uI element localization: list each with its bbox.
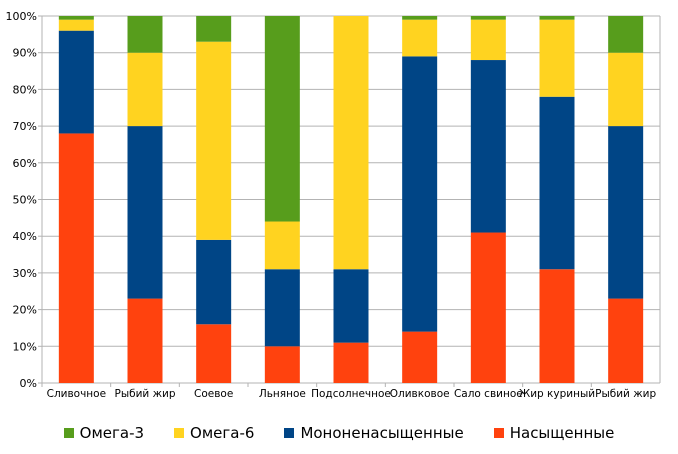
legend-item: Насыщенные [493,424,615,442]
y-tick-label: 60% [13,157,37,170]
legend-label: Насыщенные [509,424,615,442]
y-tick-label: 0% [20,377,37,390]
bar-segment [333,269,369,343]
bar-segment [264,221,300,270]
bar-segment [196,16,232,42]
bar-segment [608,298,644,383]
bar-segment [539,96,575,270]
legend-item: Омега-3 [63,424,145,442]
bar-segment [264,346,300,383]
bar-segment [127,298,163,383]
bar-segment [539,19,575,97]
bar-segment [196,324,232,383]
bar-segment [333,16,369,270]
bar-segment [608,52,644,127]
x-tick-label: Жир куриный [519,388,595,400]
bar-segment [539,16,575,20]
x-tick-label: Соевое [194,388,233,400]
bar-segment [264,269,300,347]
bar-segment [470,232,506,383]
bar-segment [608,126,644,299]
bar-segment [470,60,506,233]
bar-segment [608,16,644,53]
x-tick-label: Подсолнечное [311,388,391,400]
y-tick-label: 50% [13,194,37,207]
legend-item: Мононенасыщенные [284,424,464,442]
bar-segment [58,16,94,20]
bar-segment [402,331,438,383]
y-tick-label: 70% [13,120,37,133]
stacked-bar-chart: 0% 10% 20% 30% 40% 50% 60% 70% 80% 90% 100% Сливочн… [6,10,661,400]
bar-segment [470,16,506,20]
x-tick-label: Льняное [259,388,306,400]
y-tick-label: 30% [13,267,37,280]
bar-segment [402,56,438,332]
legend-item: Омега-6 [174,424,254,442]
bar-segment [127,16,163,53]
legend-swatch [284,428,295,438]
legend-swatch [174,428,185,438]
y-tick-label: 40% [13,230,37,243]
y-tick-label: 10% [13,340,37,353]
bar-segment [196,41,232,240]
legend-label: Омега-6 [190,424,255,442]
legend-label: Мононенасыщенные [300,424,464,442]
x-tick-label: Сливочное [47,388,106,400]
bar-segment [402,16,438,20]
y-tick-label: 20% [13,304,37,317]
x-tick-label: Рыбий жир [595,388,656,400]
legend: Омега-3 Омега-6 Мононенасыщенные Насыщенные [0,424,678,442]
bar-segment [58,133,94,383]
bar-segment [402,19,438,57]
x-tick-label: Оливковое [390,388,450,400]
y-tick-label: 100% [6,10,37,23]
bar-segment [127,52,163,127]
bar-segment [539,269,575,383]
bar-segment [127,126,163,299]
y-tick-label: 80% [13,83,37,96]
bar-segment [264,16,300,222]
legend-swatch [493,428,504,438]
bar-segment [333,342,369,383]
x-tick-label: Сало свиное [454,388,523,400]
bar-segment [58,19,94,31]
legend-label: Омега-3 [79,424,145,442]
bar-segment [470,19,506,61]
bar-segment [196,239,232,325]
bar-segment [58,30,94,134]
legend-swatch [63,428,74,438]
y-tick-label: 90% [13,47,37,60]
x-tick-label: Рыбий жир [114,388,175,400]
